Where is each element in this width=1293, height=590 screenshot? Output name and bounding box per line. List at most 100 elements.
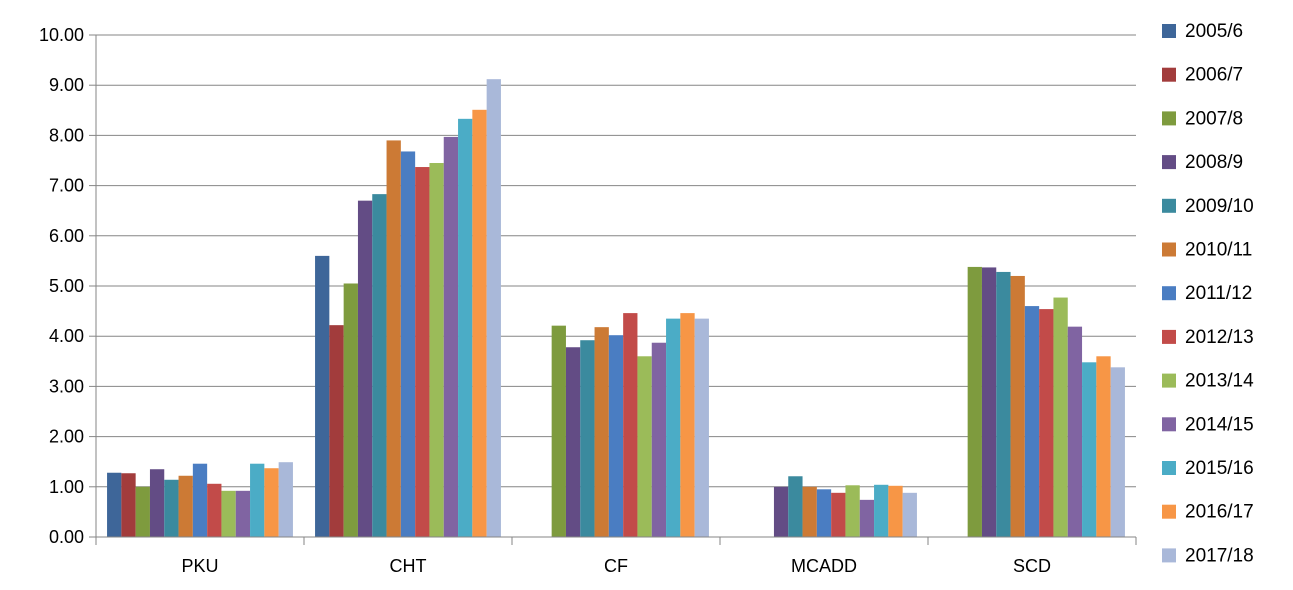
bar-cht-2006-7 — [329, 325, 344, 537]
legend-swatch — [1162, 329, 1176, 344]
x-axis-ticks: PKU CHT CF MCADD SCD — [95, 537, 1137, 576]
bar-scd-2009-10 — [996, 271, 1011, 537]
legend-swatch — [1162, 198, 1176, 213]
bar-cht-2005-6 — [315, 255, 330, 537]
bar-pku-2007-8 — [135, 486, 150, 537]
bar-pku-2009-10 — [164, 479, 179, 537]
bar-scd-2014-15 — [1067, 326, 1083, 537]
bar-cf-2014-15 — [651, 342, 667, 537]
bar-scd-2017-18 — [1110, 367, 1125, 537]
bar-cf-2012-13 — [623, 313, 638, 537]
legend-item[interactable]: 2008/9 — [1162, 152, 1243, 173]
legend-swatch — [1162, 24, 1176, 38]
legend-label: 2011/12 — [1185, 283, 1252, 304]
y-tick-label: 6.00 — [49, 226, 84, 246]
bar-cf-2015-16 — [666, 318, 681, 537]
bar-pku-2017-18 — [278, 462, 293, 537]
bar-cht-2008-9 — [357, 200, 373, 537]
bar-cf-2013-14 — [637, 356, 652, 537]
y-tick-label: 4.00 — [49, 326, 84, 346]
x-tick-label: CHT — [390, 556, 427, 576]
y-tick-label: 10.00 — [39, 25, 84, 45]
legend-item[interactable]: 2013/14 — [1162, 371, 1254, 392]
legend-item[interactable]: 2009/10 — [1162, 196, 1254, 217]
legend-item[interactable]: 2010/11 — [1162, 240, 1252, 261]
bar-cht-2012-13 — [415, 167, 430, 537]
bar-cf-2017-18 — [694, 318, 709, 537]
legend-swatch — [1162, 67, 1176, 82]
y-axis-ticks: 0.00 1.00 2.00 3.00 4.00 5.00 6.00 7.00 8.00 9.00… — [39, 25, 96, 547]
bars — [107, 79, 1125, 538]
x-tick-label: PKU — [181, 556, 218, 576]
bar-scd-2007-8 — [967, 266, 982, 537]
bar-mcadd-2015-16 — [874, 484, 889, 537]
legend-swatch — [1162, 242, 1176, 257]
bar-cf-2010-11 — [594, 327, 609, 537]
bar-scd-2011-12 — [1024, 306, 1040, 537]
legend-label: 2013/14 — [1185, 371, 1254, 392]
bar-cht-2017-18 — [486, 79, 501, 538]
bar-scd-2012-13 — [1039, 309, 1054, 537]
legend[interactable]: 2005/6 2006/7 2007/8 2008/9 2009/10 2010/11 20… — [1162, 21, 1254, 566]
legend-label: 2009/10 — [1185, 196, 1254, 217]
legend-swatch — [1162, 417, 1176, 432]
legend-item[interactable]: 2011/12 — [1162, 283, 1252, 304]
legend-label: 2008/9 — [1185, 152, 1243, 173]
legend-item[interactable]: 2012/13 — [1162, 327, 1254, 348]
legend-label: 2016/17 — [1185, 502, 1254, 523]
x-tick-label: CF — [604, 556, 628, 576]
bar-cf-2009-10 — [580, 340, 595, 537]
bar-scd-2013-14 — [1053, 297, 1068, 537]
bar-mcadd-2009-10 — [788, 476, 803, 537]
bar-cht-2007-8 — [343, 283, 358, 537]
bar-mcadd-2017-18 — [902, 492, 917, 537]
bar-cht-2013-14 — [429, 163, 444, 537]
bar-pku-2011-12 — [192, 463, 208, 537]
bar-pku-2013-14 — [221, 490, 236, 537]
legend-item[interactable]: 2007/8 — [1162, 108, 1243, 129]
x-tick-label: SCD — [1013, 556, 1051, 576]
legend-item[interactable]: 2015/16 — [1162, 458, 1254, 479]
x-axis — [95, 35, 1136, 538]
bar-scd-2015-16 — [1082, 362, 1097, 537]
legend-swatch — [1162, 155, 1176, 170]
legend-label: 2017/18 — [1185, 545, 1254, 566]
y-tick-label: 5.00 — [49, 276, 84, 296]
bar-scd-2008-9 — [981, 267, 997, 537]
bar-mcadd-2010-11 — [802, 486, 817, 537]
bar-cht-2010-11 — [386, 140, 401, 538]
bar-cht-2016-17 — [472, 109, 487, 538]
bar-cht-2015-16 — [458, 118, 473, 537]
y-tick-label: 1.00 — [49, 477, 84, 497]
legend-item[interactable]: 2016/17 — [1162, 502, 1254, 523]
legend-label: 2006/7 — [1185, 65, 1243, 86]
bar-mcadd-2016-17 — [888, 485, 903, 537]
bar-cf-2007-8 — [551, 325, 566, 537]
bar-pku-2014-15 — [235, 490, 251, 537]
legend-item[interactable]: 2017/18 — [1162, 545, 1254, 566]
y-tick-label: 7.00 — [49, 176, 84, 196]
bar-mcadd-2014-15 — [859, 499, 875, 537]
legend-swatch — [1162, 504, 1176, 519]
x-tick-label: MCADD — [791, 556, 857, 576]
legend-item[interactable]: 2006/7 — [1162, 65, 1243, 86]
bar-pku-2010-11 — [178, 475, 193, 537]
legend-item[interactable]: 2014/15 — [1162, 414, 1254, 435]
y-tick-label: 9.00 — [49, 75, 84, 95]
legend-item[interactable]: 2005/6 — [1162, 21, 1243, 42]
bar-cht-2011-12 — [400, 151, 416, 537]
bar-mcadd-2013-14 — [845, 485, 860, 537]
bar-cf-2016-17 — [680, 313, 695, 537]
bar-cf-2011-12 — [608, 335, 624, 537]
legend-label: 2005/6 — [1185, 21, 1243, 42]
legend-label: 2012/13 — [1185, 327, 1254, 348]
bar-pku-2012-13 — [207, 483, 222, 537]
bar-scd-2010-11 — [1010, 275, 1025, 537]
bar-pku-2006-7 — [121, 473, 136, 537]
bar-pku-2005-6 — [107, 472, 122, 537]
legend-swatch — [1162, 461, 1176, 475]
bar-cf-2008-9 — [565, 347, 581, 537]
bar-pku-2008-9 — [149, 469, 165, 537]
bar-scd-2016-17 — [1096, 356, 1111, 537]
